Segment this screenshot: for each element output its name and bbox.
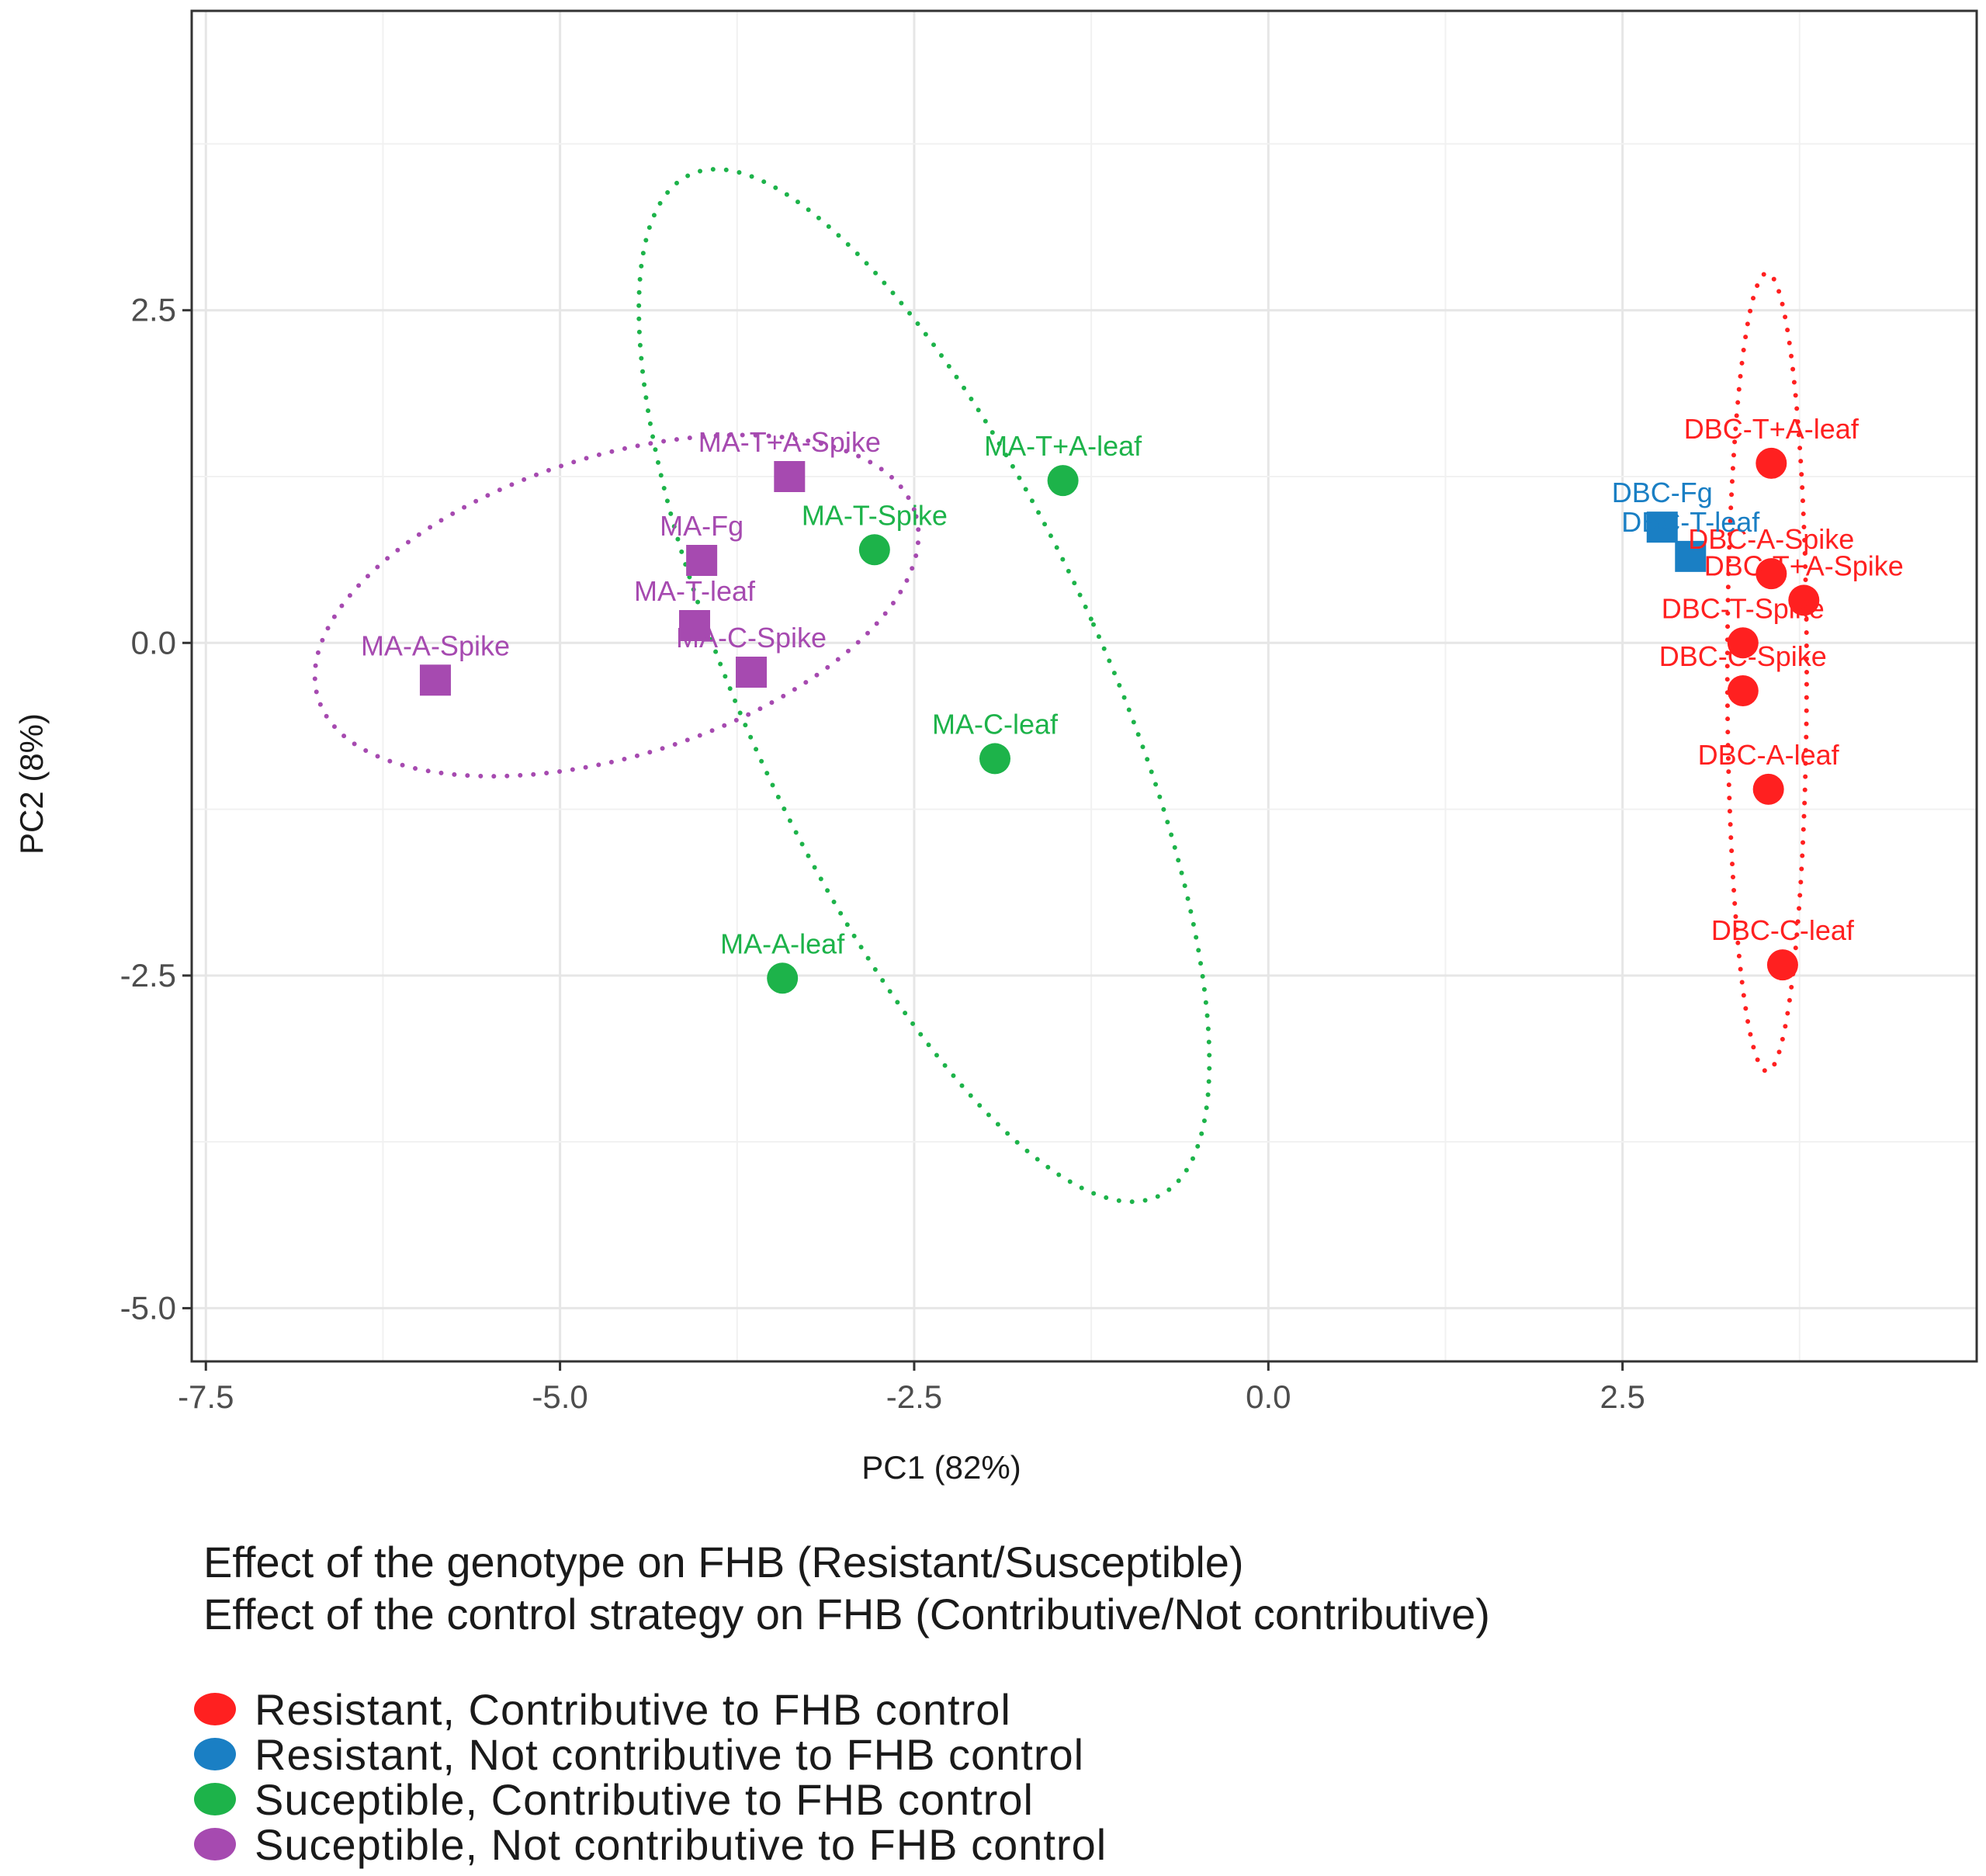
- point-label: DBC-T+A-leaf: [1684, 413, 1859, 445]
- x-axis-label: PC1 (82%): [861, 1449, 1021, 1486]
- data-point-square: [774, 461, 806, 492]
- data-point-circle: [1727, 675, 1759, 706]
- point-label: MA-T+A-Spike: [698, 426, 881, 458]
- data-point-circle: [1727, 627, 1759, 659]
- point-label: DBC-A-leaf: [1698, 739, 1840, 771]
- y-tick-label: 0.0: [131, 624, 176, 661]
- plot-panel: [192, 11, 1977, 1361]
- legend-item-susceptible-not-contributive: Suceptible, Not contributive to FHB cont…: [194, 1819, 1107, 1869]
- legend-label: Suceptible, Not contributive to FHB cont…: [255, 1819, 1107, 1869]
- point-label: MA-T-leaf: [634, 575, 756, 607]
- point-label: MA-A-Spike: [361, 629, 510, 661]
- point-label: MA-Fg: [660, 510, 743, 542]
- data-point-circle: [1752, 773, 1784, 805]
- legend-swatch-purple: [194, 1828, 236, 1860]
- legend-title-control-strategy: Effect of the control strategy on FHB (C…: [203, 1590, 1490, 1638]
- x-tick-label: -7.5: [178, 1378, 234, 1415]
- data-points: [419, 447, 1820, 994]
- data-point-square: [1646, 511, 1678, 543]
- legend-swatch-blue: [194, 1738, 236, 1770]
- legend-swatch-green: [194, 1783, 236, 1815]
- data-point-circle: [1788, 584, 1820, 616]
- x-tick-label: 2.5: [1600, 1378, 1645, 1415]
- point-label: MA-T-Spike: [802, 499, 948, 531]
- plot-border: [190, 9, 1978, 1363]
- data-point-square: [736, 657, 768, 688]
- y-tick-label: -2.5: [120, 957, 176, 993]
- legend-item-resistant-not-contributive: Resistant, Not contributive to FHB contr…: [194, 1729, 1085, 1779]
- legend-title-genotype: Effect of the genotype on FHB (Resistant…: [203, 1538, 1244, 1586]
- data-point-square: [686, 545, 718, 576]
- x-tick-label: -5.0: [532, 1378, 587, 1415]
- legend-label: Suceptible, Contributive to FHB control: [255, 1774, 1034, 1824]
- point-label: DBC-C-Spike: [1659, 640, 1827, 672]
- point-label: DBC-A-Spike: [1688, 523, 1854, 555]
- data-point-circle: [979, 743, 1010, 775]
- point-label: DBC-T-Spike: [1662, 592, 1825, 624]
- data-point-circle: [1756, 447, 1787, 479]
- x-axis-ticks: -7.5 -5.0 -2.5 0.0 2.5: [178, 1361, 1645, 1415]
- legend-label: Resistant, Contributive to FHB control: [255, 1684, 1011, 1734]
- x-tick-label: -2.5: [886, 1378, 942, 1415]
- point-label: MA-C-leaf: [932, 708, 1059, 740]
- data-point-circle: [1766, 949, 1798, 981]
- data-point-circle: [858, 534, 890, 566]
- y-tick-label: -5.0: [120, 1289, 176, 1326]
- data-point-square: [1675, 540, 1707, 572]
- legend-label: Resistant, Not contributive to FHB contr…: [255, 1729, 1085, 1779]
- data-point-circle: [767, 962, 799, 994]
- x-tick-label: 0.0: [1246, 1378, 1291, 1415]
- data-point-circle: [1756, 558, 1787, 590]
- y-axis-ticks: 2.5 0.0 -2.5 -5.0: [120, 292, 192, 1326]
- legend-item-resistant-contributive: Resistant, Contributive to FHB control: [194, 1684, 1011, 1734]
- point-label: MA-A-leaf: [720, 928, 845, 959]
- data-point-square: [419, 664, 451, 696]
- point-label: DBC-T-leaf: [1621, 506, 1760, 538]
- legend-item-susceptible-contributive: Suceptible, Contributive to FHB control: [194, 1774, 1034, 1824]
- confidence-ellipse: [636, 166, 1212, 1205]
- point-label: DBC-C-leaf: [1711, 914, 1855, 946]
- point-label: DBC-Fg: [1612, 477, 1713, 508]
- y-tick-label: 2.5: [131, 292, 176, 328]
- data-point-circle: [1047, 465, 1079, 497]
- y-axis-label: PC2 (8%): [13, 713, 50, 855]
- confidence-ellipses: [312, 166, 1809, 1205]
- point-label: DBC-T+A-Spike: [1704, 550, 1904, 581]
- point-label: MA-C-Spike: [676, 622, 827, 654]
- point-label: MA-T+A-leaf: [984, 430, 1142, 462]
- data-point-square: [679, 610, 711, 641]
- legend-swatch-red: [194, 1693, 236, 1725]
